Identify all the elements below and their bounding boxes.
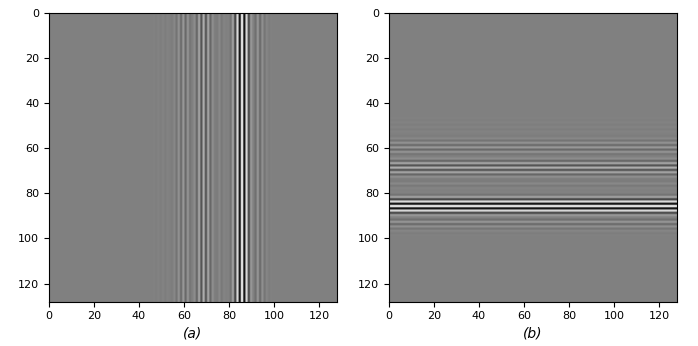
X-axis label: (b): (b): [524, 327, 543, 341]
X-axis label: (a): (a): [184, 327, 202, 341]
